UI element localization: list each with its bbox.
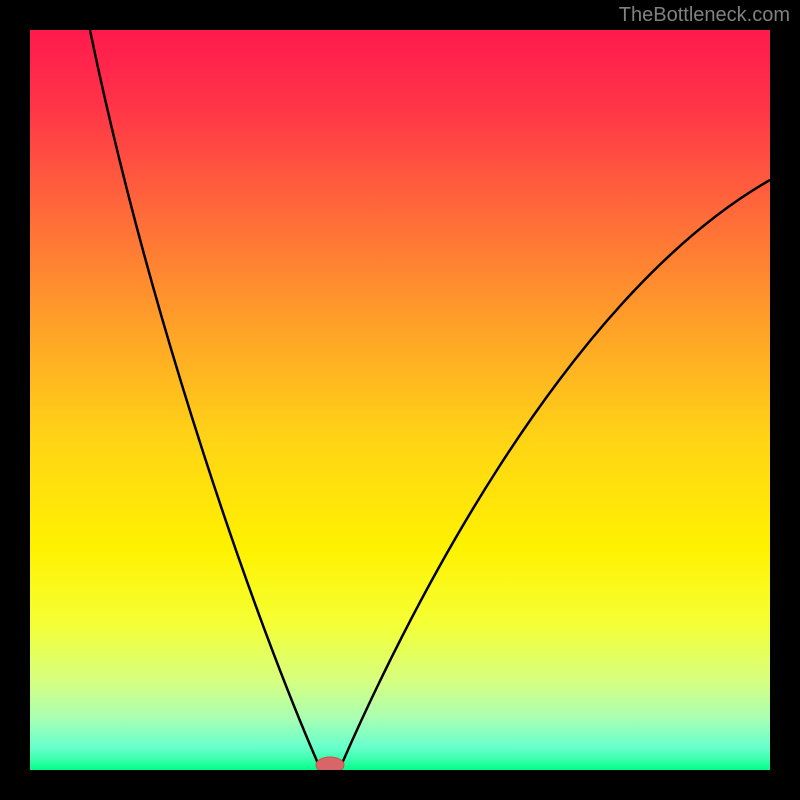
curve-layer (30, 30, 770, 770)
minimum-marker (316, 757, 344, 770)
bottleneck-curve (90, 30, 770, 768)
plot-area (30, 30, 770, 770)
watermark-text: TheBottleneck.com (619, 4, 790, 27)
